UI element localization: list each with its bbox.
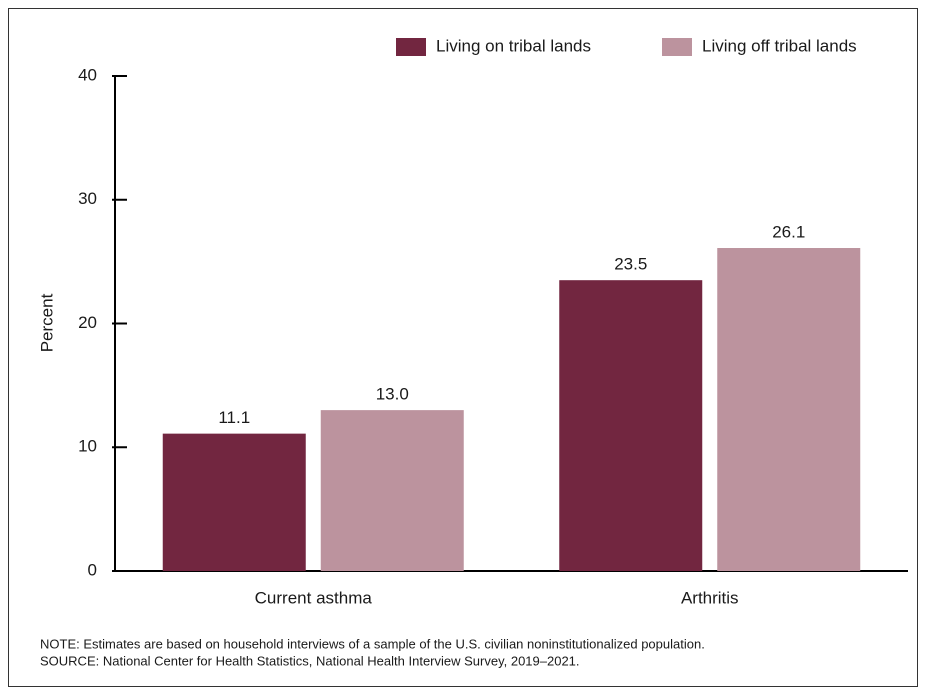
legend-swatch (396, 38, 426, 56)
source: SOURCE: National Center for Health Stati… (40, 653, 580, 668)
legend-label: Living off tribal lands (702, 36, 857, 55)
y-axis-label: Percent (37, 293, 56, 352)
bar (162, 433, 306, 571)
y-tick-label: 40 (78, 65, 97, 84)
value-label: 11.1 (218, 408, 250, 427)
bar (717, 248, 861, 571)
y-tick-label: 20 (78, 313, 97, 332)
bar (559, 280, 703, 571)
value-label: 26.1 (772, 222, 805, 241)
x-tick-label: Arthritis (681, 588, 739, 607)
y-tick-label: 0 (88, 560, 97, 579)
frame (8, 8, 918, 687)
y-tick-label: 30 (78, 189, 97, 208)
y-tick-label: 10 (78, 437, 97, 456)
bar (320, 410, 464, 571)
legend-swatch (662, 38, 692, 56)
x-tick-label: Current asthma (255, 588, 373, 607)
value-label: 13.0 (376, 385, 409, 404)
legend-label: Living on tribal lands (436, 36, 591, 55)
value-label: 23.5 (614, 255, 647, 274)
note: NOTE: Estimates are based on household i… (40, 636, 705, 651)
